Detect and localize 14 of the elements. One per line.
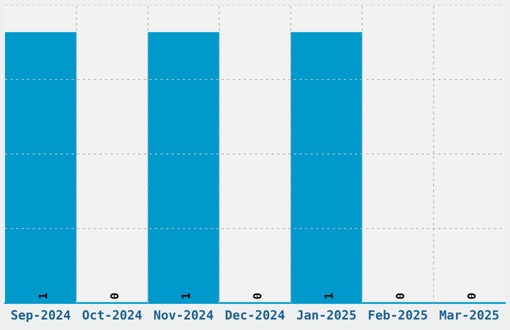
x-tick-label: Oct-2024 bbox=[82, 310, 142, 320]
x-tick-label: Sep-2024 bbox=[11, 310, 70, 322]
data-label: 1 bbox=[182, 293, 190, 298]
data-label: 1 bbox=[38, 293, 47, 298]
data-label: 1 bbox=[324, 293, 333, 298]
x-tick-label: Nov-2024 bbox=[154, 310, 214, 320]
data-label: 0 bbox=[110, 293, 119, 299]
data-label: 0 bbox=[253, 293, 262, 299]
x-tick-label: Feb-2025 bbox=[368, 310, 428, 320]
x-tick-label: Jan-2025 bbox=[296, 310, 356, 320]
x-tick-label: Dec-2024 bbox=[226, 310, 285, 320]
data-label: 0 bbox=[467, 293, 476, 299]
data-label: 0 bbox=[396, 293, 404, 299]
x-tick-label: Mar-2025 bbox=[440, 310, 499, 320]
